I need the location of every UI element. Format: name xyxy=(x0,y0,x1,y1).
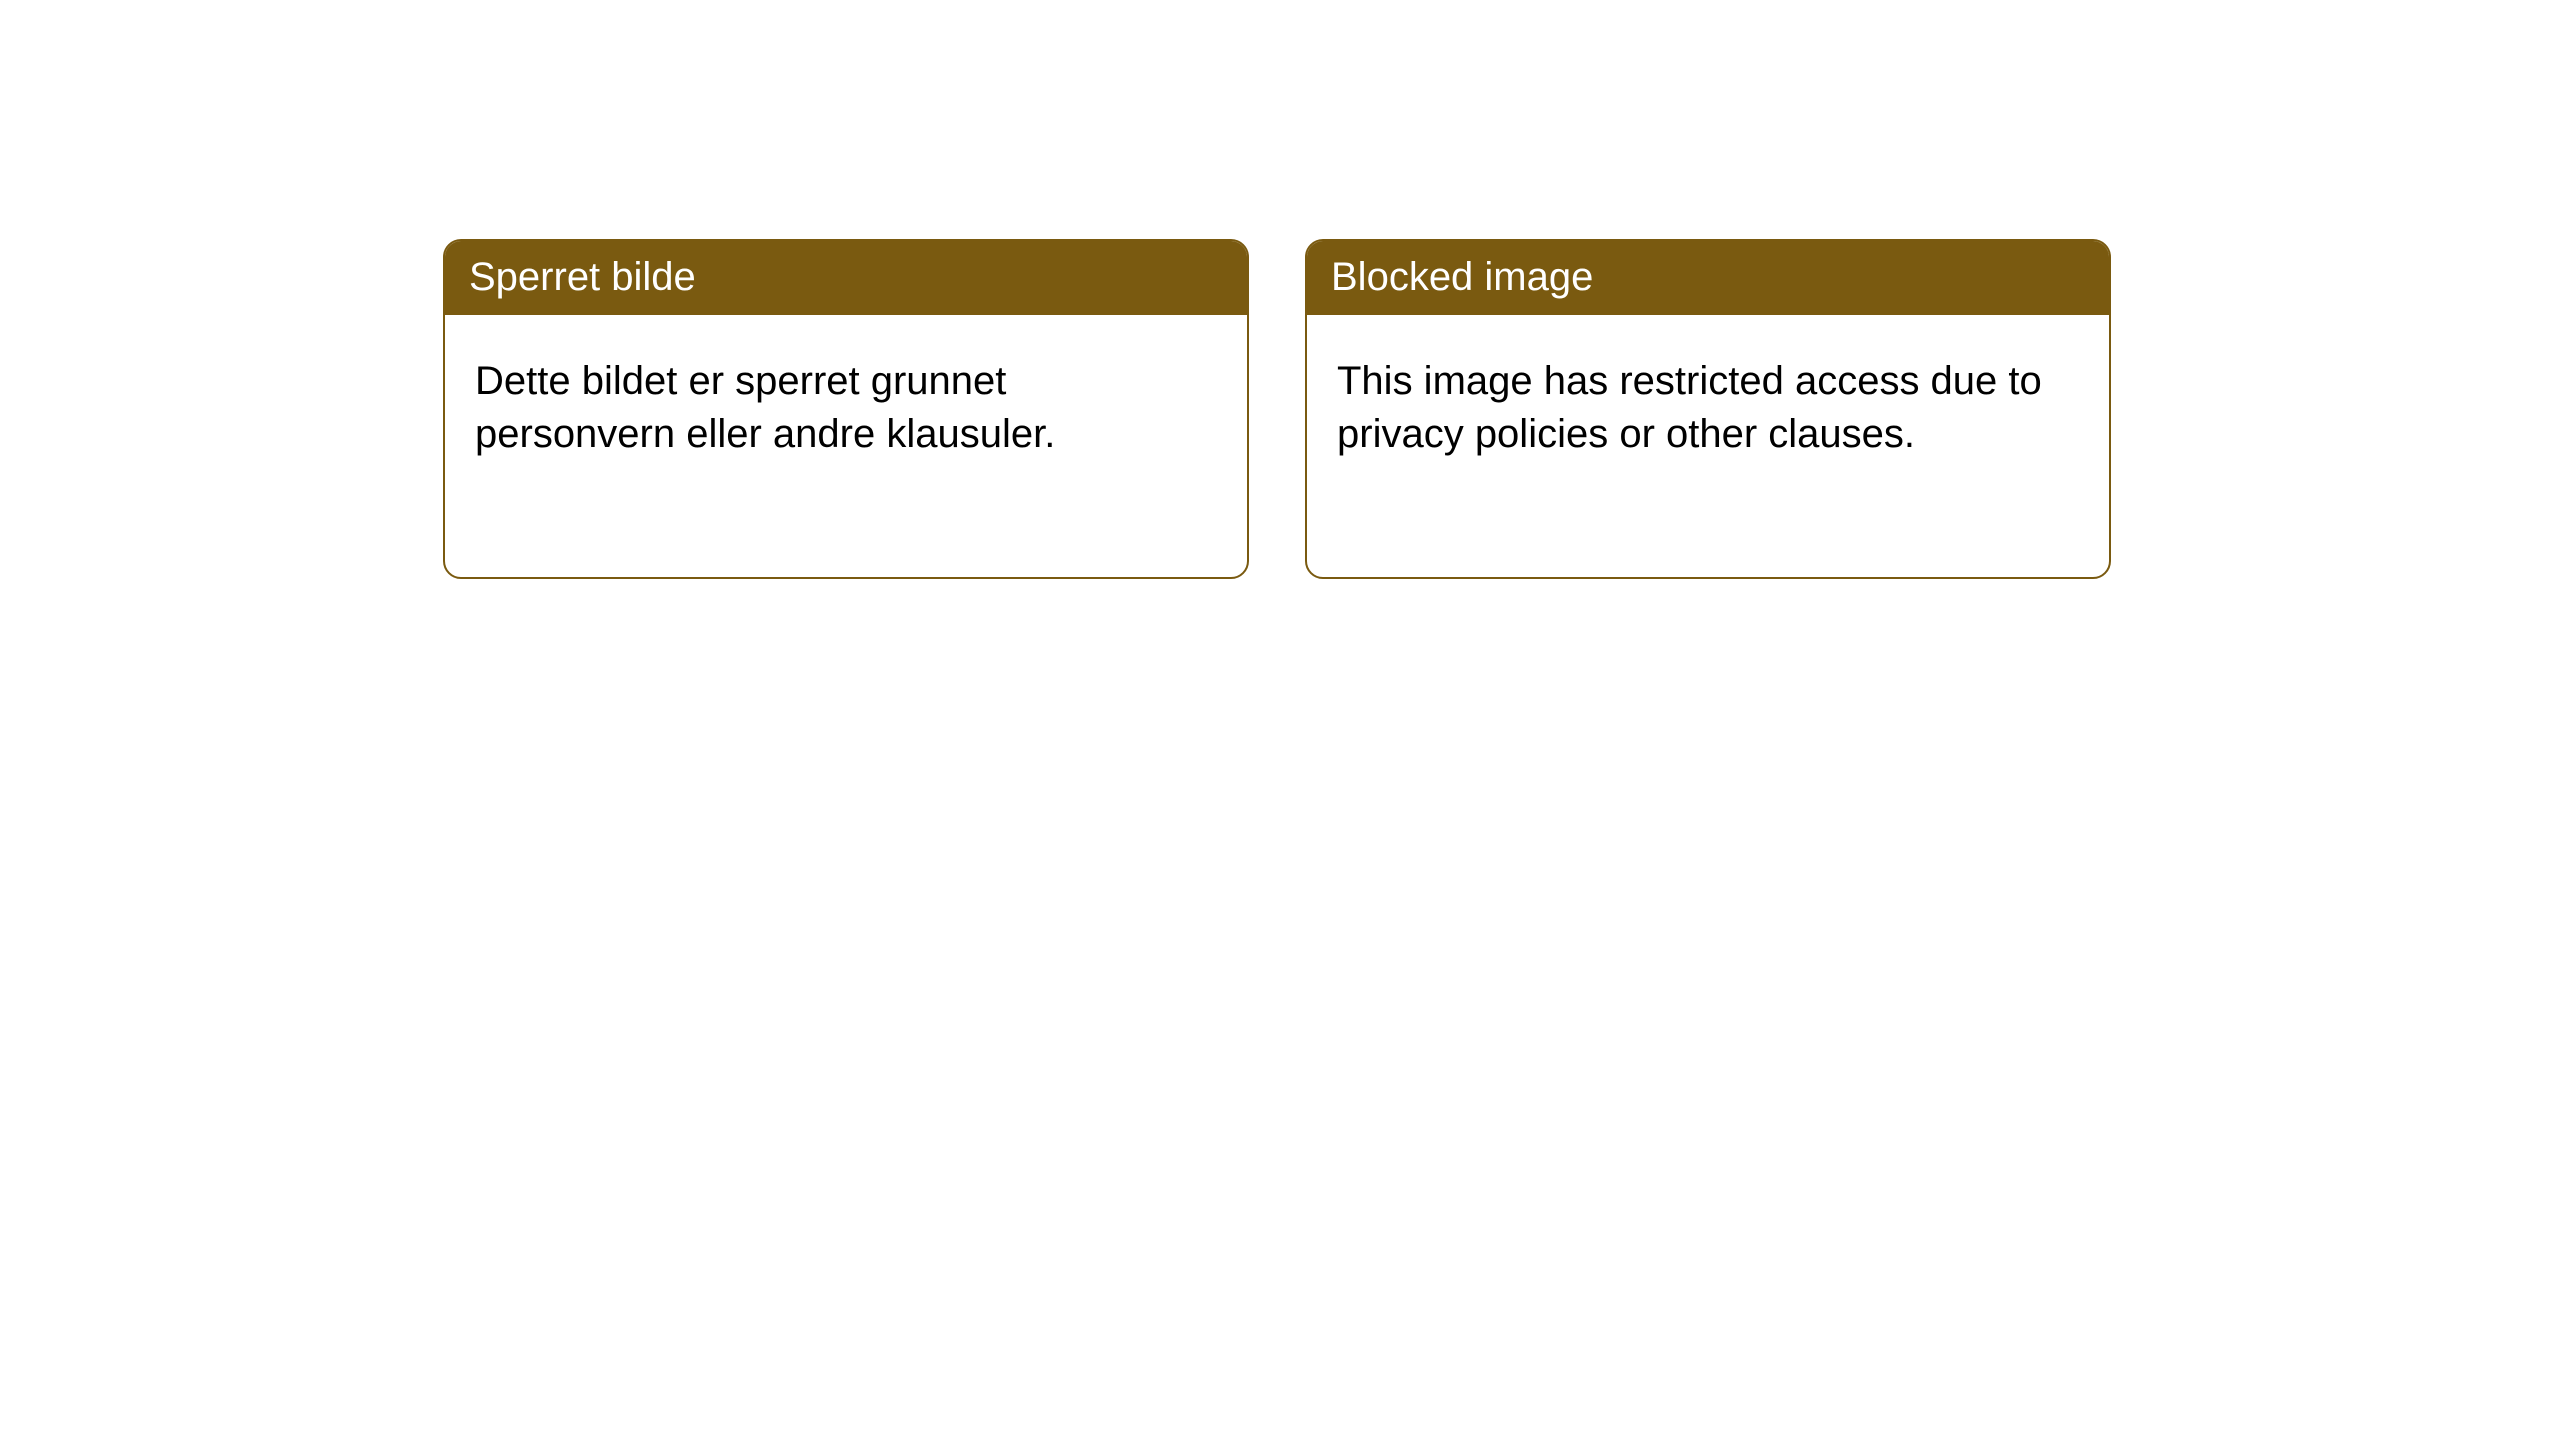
notice-body-no: Dette bildet er sperret grunnet personve… xyxy=(445,315,1247,491)
notice-container: Sperret bilde Dette bildet er sperret gr… xyxy=(443,239,2111,579)
notice-card-no: Sperret bilde Dette bildet er sperret gr… xyxy=(443,239,1249,579)
notice-card-en: Blocked image This image has restricted … xyxy=(1305,239,2111,579)
notice-header-no: Sperret bilde xyxy=(445,241,1247,315)
notice-header-en: Blocked image xyxy=(1307,241,2109,315)
notice-body-en: This image has restricted access due to … xyxy=(1307,315,2109,491)
